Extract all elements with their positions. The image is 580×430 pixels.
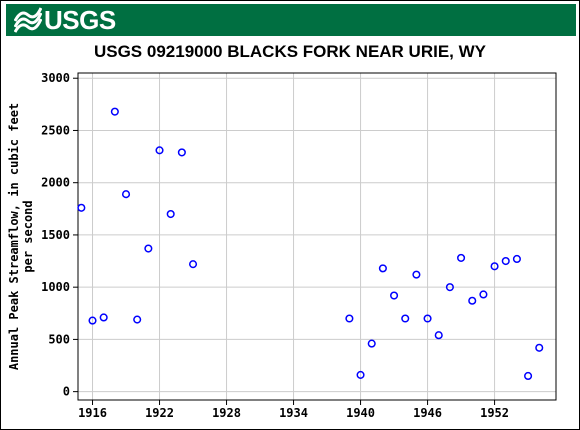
data-point (479, 290, 488, 299)
y-axis-label-line-1: Annual Peak Streamflow, in cubic feet (7, 103, 21, 370)
data-point (133, 315, 142, 324)
data-point (378, 264, 387, 273)
data-point (99, 313, 108, 322)
plot-area (78, 73, 556, 400)
data-point (445, 283, 454, 292)
data-point (434, 331, 443, 340)
data-point (457, 253, 466, 262)
y-tick-label: 2000 (41, 176, 70, 190)
usgs-logo-text: USGS (44, 5, 116, 35)
x-tick-label: 1916 (78, 406, 107, 420)
x-tick-label: 1946 (413, 406, 442, 420)
data-point (401, 314, 410, 323)
data-points (77, 107, 544, 381)
data-point (367, 339, 376, 348)
data-point (524, 371, 533, 381)
x-tick-label: 1922 (145, 406, 174, 420)
data-point (501, 257, 510, 266)
plot-border (77, 72, 557, 401)
data-point (188, 260, 198, 269)
data-point (535, 343, 544, 352)
x-tick-label: 1934 (279, 406, 308, 420)
y-tick-label: 0 (63, 385, 70, 399)
data-point (121, 190, 131, 199)
grid-lines (78, 73, 556, 400)
y-axis-label-line-2: per second (21, 200, 35, 272)
usgs-logo[interactable]: USGS (14, 6, 116, 34)
data-point (155, 146, 164, 155)
data-point (412, 270, 421, 279)
usgs-banner: USGS (6, 4, 576, 36)
data-point (166, 209, 175, 219)
y-tick-label: 2500 (41, 123, 70, 137)
data-point (512, 254, 521, 264)
data-point (468, 296, 477, 305)
data-point (356, 370, 365, 379)
data-point (390, 291, 399, 300)
y-axis-ticks: 0 500 1000 1500 2000 2500 3000 (41, 71, 78, 399)
data-point (88, 316, 97, 325)
data-point (423, 314, 432, 323)
data-point (110, 107, 119, 116)
x-tick-label: 1940 (346, 406, 375, 420)
x-tick-label: 1952 (480, 406, 509, 420)
y-tick-label: 1000 (41, 280, 70, 294)
data-point (345, 314, 354, 323)
data-point (144, 244, 153, 253)
chart-title: USGS 09219000 BLACKS FORK NEAR URIE, WY (93, 42, 487, 61)
y-tick-label: 500 (48, 332, 70, 346)
x-axis-ticks: 1916 1922 1928 1934 1940 1946 1952 (78, 400, 509, 420)
y-tick-label: 3000 (41, 71, 70, 85)
data-point (77, 203, 86, 212)
data-point (490, 262, 499, 271)
x-tick-label: 1928 (212, 406, 241, 420)
usgs-wave-icon (14, 7, 42, 33)
y-tick-label: 1500 (41, 228, 70, 242)
data-point (177, 148, 186, 157)
